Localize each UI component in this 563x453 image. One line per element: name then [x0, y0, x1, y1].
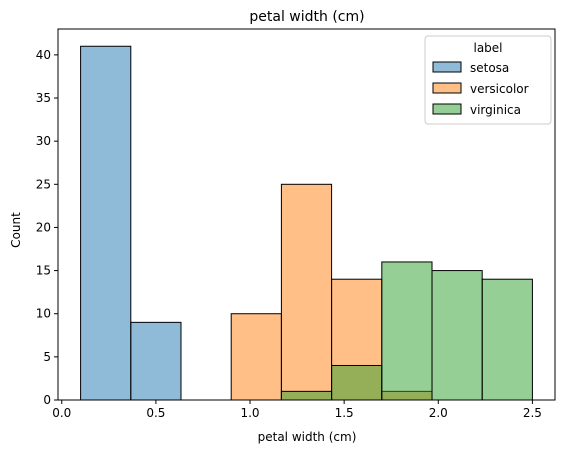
bar-setosa-0 — [80, 45, 132, 401]
legend-title: label — [473, 41, 502, 55]
legend-label-versicolor: versicolor — [470, 82, 529, 96]
y-tick-label: 25 — [36, 177, 51, 191]
axes-frame — [57, 28, 556, 401]
y-tick-label: 40 — [36, 48, 51, 62]
bar-versicolor-3 — [230, 313, 282, 401]
legend-swatch-versicolor — [432, 82, 462, 94]
bar-versicolor-4 — [280, 183, 333, 401]
plot-frame — [57, 28, 556, 401]
x-tick-label: 0.0 — [52, 406, 71, 420]
bars-layer — [80, 45, 533, 401]
y-tick-label: 15 — [36, 264, 51, 278]
legend-label-setosa: setosa — [470, 61, 509, 75]
legend-swatch-setosa — [432, 61, 462, 73]
bar-virginica-5 — [331, 364, 383, 401]
bar-virginica-6 — [381, 261, 433, 401]
y-tick-label: 30 — [36, 134, 51, 148]
y-tick-label: 10 — [36, 307, 51, 321]
bar-setosa-1 — [130, 321, 182, 401]
x-tick-label: 2.5 — [523, 406, 542, 420]
y-axis-ticks: 0 5 10 15 20 25 30 35 40 — [36, 48, 58, 407]
y-tick-label: 0 — [43, 393, 51, 407]
bar-virginica-8 — [481, 278, 533, 401]
bar-virginica-4 — [280, 390, 333, 401]
x-tick-label: 2.0 — [429, 406, 448, 420]
y-tick-label: 35 — [36, 91, 51, 105]
y-axis-label: Count — [9, 212, 23, 248]
legend-frame — [424, 35, 552, 125]
legend-label-virginica: virginica — [470, 103, 521, 117]
legend-items: setosa versicolor virginica — [432, 61, 529, 117]
x-tick-label: 0.5 — [146, 406, 165, 420]
legend-swatch-virginica — [432, 103, 462, 115]
x-tick-label: 1.0 — [240, 406, 259, 420]
chart-title: petal width (cm) — [249, 9, 364, 25]
x-axis-ticks: 0.0 0.5 1.0 1.5 2.0 2.5 — [52, 400, 542, 420]
bar-virginica-7 — [431, 270, 483, 401]
y-tick-label: 20 — [36, 220, 51, 234]
legend: label setosa versicolor virginica — [424, 35, 552, 125]
x-tick-label: 1.5 — [335, 406, 354, 420]
x-axis-label: petal width (cm) — [258, 430, 357, 444]
y-tick-label: 5 — [43, 350, 51, 364]
